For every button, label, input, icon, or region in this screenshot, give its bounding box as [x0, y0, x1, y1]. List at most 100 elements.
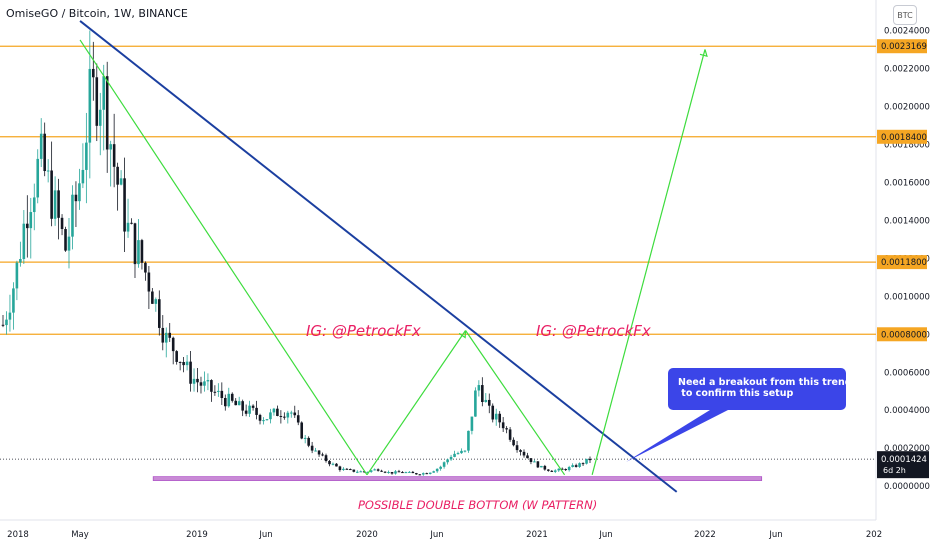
callout-pointer — [626, 410, 728, 462]
candle-body — [359, 471, 363, 473]
candle-body — [553, 470, 557, 472]
candle-body — [50, 170, 53, 219]
callout-line-2: to confirm this setup — [678, 388, 794, 399]
projection-arrow-head — [699, 49, 708, 58]
level-price-label: 0.0023169 — [881, 42, 927, 52]
candle-body — [241, 401, 244, 411]
candle-body — [369, 470, 373, 472]
y-tick-label: 0.0014000 — [884, 216, 930, 226]
candle-body — [383, 471, 387, 473]
candle-body — [220, 390, 224, 399]
candle-body — [286, 412, 290, 418]
candle-body — [19, 259, 22, 263]
candle-body — [53, 190, 57, 219]
level-price-tag — [877, 255, 927, 270]
y-tick-label: 0.0018000 — [884, 140, 930, 150]
candle-body — [335, 463, 338, 467]
candle-body — [223, 398, 227, 407]
candle-body — [140, 240, 144, 263]
candle-body — [515, 445, 519, 451]
candle-body — [192, 378, 196, 384]
candle-body — [442, 462, 446, 467]
ig-handle-right: IG: @PetrockFx — [536, 322, 651, 340]
x-tick-label: 2018 — [7, 530, 29, 540]
candle-body — [78, 183, 81, 202]
descending-trendline-line — [79, 20, 678, 493]
candle-body — [248, 405, 251, 414]
candle-body — [571, 465, 574, 467]
candle-body — [411, 471, 415, 474]
candle-body — [376, 469, 380, 471]
w-leg-1-line — [79, 39, 368, 476]
candle-body — [519, 450, 522, 452]
candle-body — [1, 324, 5, 326]
candle-body — [203, 381, 206, 386]
x-tick-label: May — [71, 530, 89, 540]
candle-body — [387, 471, 390, 473]
candle-body — [185, 361, 189, 366]
x-tick-label: 2021 — [526, 530, 548, 540]
candle-body — [585, 458, 588, 464]
candle-body — [210, 380, 213, 392]
candle-body — [432, 471, 435, 473]
candle-body — [164, 332, 168, 343]
candle-body — [481, 385, 484, 403]
candle-body — [158, 299, 161, 328]
candle-body — [112, 144, 116, 167]
candle-body — [147, 272, 151, 292]
candle-body — [213, 391, 217, 393]
x-tick-label: Jun — [768, 530, 782, 540]
y-tick-label: 0.0016000 — [884, 178, 930, 188]
candle-body — [74, 194, 78, 202]
candle-body — [501, 422, 505, 429]
candle-body — [404, 472, 408, 474]
x-tick-label: Jun — [258, 530, 272, 540]
candle-body — [390, 471, 394, 474]
candle-body — [408, 471, 411, 473]
candle-body — [85, 142, 88, 170]
candle-body — [123, 178, 126, 232]
candle-body — [456, 453, 460, 455]
candle-body — [421, 473, 425, 475]
candle-body — [401, 472, 404, 474]
candle-body — [43, 133, 46, 172]
candle-body — [547, 469, 550, 471]
level-price-tag — [877, 327, 927, 342]
ig-handle-left: IG: @PetrockFx — [306, 322, 421, 340]
candle-body — [67, 236, 71, 251]
candle-body — [324, 455, 328, 461]
x-tick-label: 2019 — [186, 530, 208, 540]
candle-body — [234, 400, 238, 406]
candle-body — [349, 469, 352, 471]
w-leg-3-line — [465, 330, 566, 476]
currency-button[interactable]: BTC — [893, 5, 917, 25]
x-tick-label: Jun — [598, 530, 612, 540]
candle-body — [345, 468, 349, 470]
candle-body — [46, 170, 50, 172]
candle-body — [227, 393, 231, 407]
candle-body — [92, 68, 95, 78]
candle-body — [557, 468, 561, 471]
candle-body — [494, 413, 498, 420]
y-tick-label: 0.0024000 — [884, 26, 930, 36]
candle-body — [543, 465, 547, 470]
candle-body — [269, 412, 272, 420]
callout-line-1: Need a breakout from this trendline — [678, 377, 872, 388]
candle-body — [477, 385, 481, 391]
y-tick-label: 0.0010000 — [884, 292, 930, 302]
candle-body — [189, 361, 192, 384]
candle-body — [512, 439, 515, 446]
candle-body — [505, 428, 508, 430]
candle-body — [151, 291, 154, 304]
candle-body — [133, 223, 137, 265]
candle-body — [428, 472, 432, 474]
candle-body — [536, 461, 540, 468]
candle-body — [303, 437, 307, 439]
candle-body — [36, 158, 40, 198]
candle-body — [467, 430, 470, 451]
candle-body — [474, 390, 477, 417]
candle-body — [182, 361, 185, 366]
candle-body — [418, 474, 422, 476]
candle-body — [255, 407, 258, 415]
